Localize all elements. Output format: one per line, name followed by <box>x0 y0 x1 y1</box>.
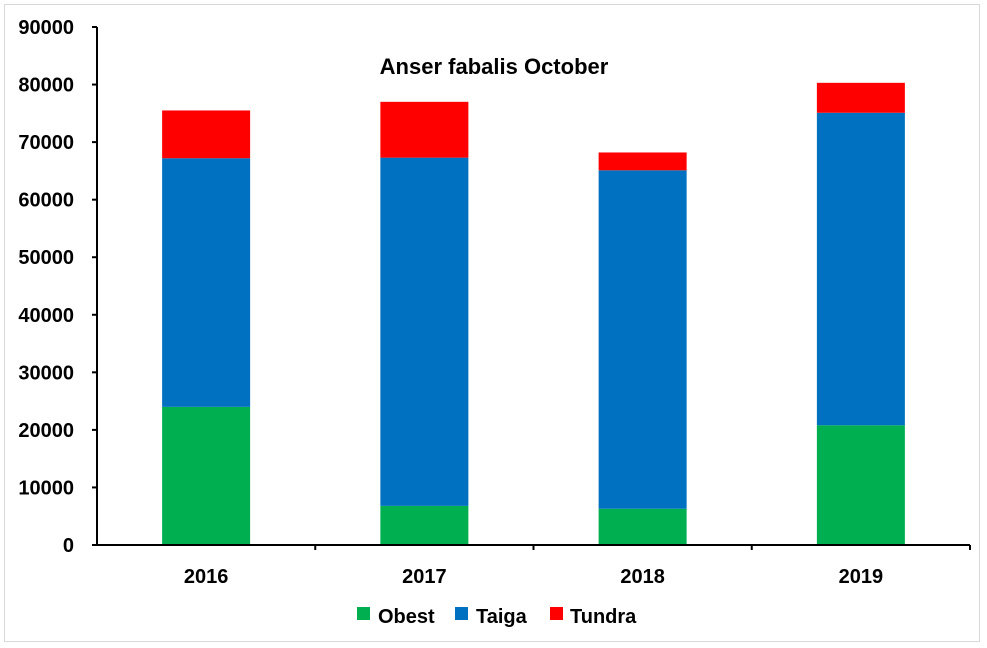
bar-taiga-2017 <box>380 157 469 506</box>
chart-frame <box>4 4 980 642</box>
x-tick-label: 2017 <box>402 566 447 588</box>
y-tick-label: 50000 <box>18 247 74 269</box>
bars-layer <box>162 82 905 545</box>
legend-label-taiga: Taiga <box>476 606 528 628</box>
y-tick-label: 20000 <box>18 420 74 442</box>
y-tick-label: 90000 <box>18 17 74 39</box>
y-tick-label: 60000 <box>18 190 74 212</box>
y-tick-label: 0 <box>63 535 74 557</box>
y-tick-label: 30000 <box>18 362 74 384</box>
bar-obest-2019 <box>816 425 905 545</box>
y-tick-label: 70000 <box>18 132 74 154</box>
bar-obest-2017 <box>380 505 469 545</box>
bar-tundra-2019 <box>816 82 905 113</box>
legend-swatch-tundra <box>550 607 563 620</box>
axes-layer: 2016 2017 2018 2019 0 10000 20000 30000 40000 500… <box>18 17 971 588</box>
legend: Obest Taiga Tundra <box>357 606 637 628</box>
x-tick-label: 2018 <box>620 566 665 588</box>
bar-taiga-2019 <box>816 112 905 426</box>
y-tick-label: 80000 <box>18 75 74 97</box>
legend-label-tundra: Tundra <box>570 606 637 628</box>
chart-title: Anser fabalis October <box>380 54 609 79</box>
x-tick-label: 2019 <box>839 566 884 588</box>
bar-tundra-2018 <box>598 152 687 171</box>
y-tick-label: 10000 <box>18 477 74 499</box>
bar-tundra-2017 <box>380 101 469 158</box>
legend-label-obest: Obest <box>378 606 435 628</box>
bar-taiga-2016 <box>162 158 251 407</box>
bar-taiga-2018 <box>598 170 687 509</box>
x-tick-label: 2016 <box>184 566 229 588</box>
y-tick-label: 40000 <box>18 305 74 327</box>
legend-swatch-taiga <box>455 607 468 620</box>
bar-obest-2018 <box>598 508 687 545</box>
bar-obest-2016 <box>162 406 251 545</box>
legend-swatch-obest <box>357 607 370 620</box>
bar-tundra-2016 <box>162 110 251 159</box>
